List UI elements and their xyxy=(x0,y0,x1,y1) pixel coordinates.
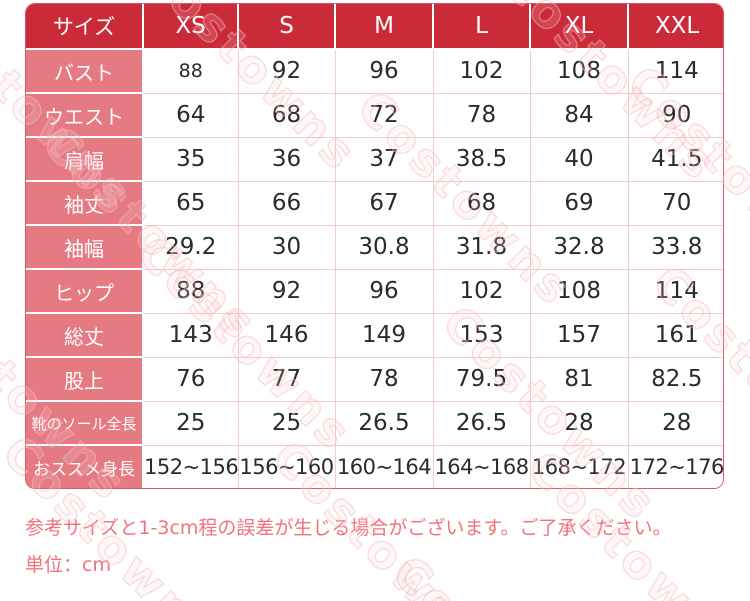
row-label: 袖幅 xyxy=(26,224,144,269)
size-value: 28 xyxy=(530,400,629,445)
table-header-row: サイズ XS S M L XL XXL xyxy=(26,4,723,50)
size-table-container: サイズ XS S M L XL XXL バスト 88 92 96 102 108 114 ウエスト 64 68… xyxy=(25,3,724,489)
size-value: 25 xyxy=(238,400,336,445)
row-label: ヒップ xyxy=(26,268,144,313)
size-value: 96 xyxy=(335,48,434,93)
size-value: 72 xyxy=(335,92,434,137)
table-row: ヒップ 88 92 96 102 108 114 xyxy=(26,268,723,313)
size-value: 29.2 xyxy=(143,224,239,269)
table-row: おススメ身長 152~156 156~160 160~164 164~168 168~17… xyxy=(26,444,723,488)
size-value: 33.8 xyxy=(628,224,723,269)
size-value: 168~172 xyxy=(530,444,629,488)
size-value: 161 xyxy=(628,312,723,357)
size-value: 79.5 xyxy=(433,356,531,401)
row-label: 袖丈 xyxy=(26,180,144,225)
size-value: 30.8 xyxy=(335,224,434,269)
table-row: ウエスト 64 68 72 78 84 90 xyxy=(26,92,723,137)
size-value: 31.8 xyxy=(433,224,531,269)
size-value: 88 xyxy=(143,268,239,313)
size-value: 41.5 xyxy=(628,136,723,181)
size-value: 88 xyxy=(143,48,239,93)
size-table: サイズ XS S M L XL XXL バスト 88 92 96 102 108 114 ウエスト 64 68… xyxy=(26,4,723,488)
size-value: 77 xyxy=(238,356,336,401)
size-value: 70 xyxy=(628,180,723,225)
size-value: 32.8 xyxy=(530,224,629,269)
size-value: 96 xyxy=(335,268,434,313)
size-value: 172~176 xyxy=(628,444,723,488)
size-value: 64 xyxy=(143,92,239,137)
note-unit: 単位：cm xyxy=(25,554,111,577)
table-row: バスト 88 92 96 102 108 114 xyxy=(26,48,723,93)
size-value: 114 xyxy=(628,268,723,313)
size-value: 26.5 xyxy=(335,400,434,445)
header-cell-xs: XS xyxy=(143,4,239,50)
table-row: 股上 76 77 78 79.5 81 82.5 xyxy=(26,356,723,401)
size-value: 35 xyxy=(143,136,239,181)
table-row: 袖丈 65 66 67 68 69 70 xyxy=(26,180,723,225)
size-value: 67 xyxy=(335,180,434,225)
header-cell-xxl: XXL xyxy=(628,4,723,50)
size-value: 146 xyxy=(238,312,336,357)
size-value: 78 xyxy=(335,356,434,401)
size-value: 68 xyxy=(238,92,336,137)
size-value: 90 xyxy=(628,92,723,137)
size-value: 92 xyxy=(238,268,336,313)
size-value: 65 xyxy=(143,180,239,225)
table-body: バスト 88 92 96 102 108 114 ウエスト 64 68 72 78 84 90 肩幅 35 36… xyxy=(26,48,723,488)
size-value: 25 xyxy=(143,400,239,445)
row-label: 肩幅 xyxy=(26,136,144,181)
size-value: 36 xyxy=(238,136,336,181)
size-value: 38.5 xyxy=(433,136,531,181)
size-value: 156~160 xyxy=(238,444,336,488)
row-label: バスト xyxy=(26,48,144,93)
table-row: 靴のソール全長 25 25 26.5 26.5 28 28 xyxy=(26,400,723,445)
size-value: 69 xyxy=(530,180,629,225)
header-cell-size-label: サイズ xyxy=(26,4,144,50)
size-value: 149 xyxy=(335,312,434,357)
row-label: 股上 xyxy=(26,356,144,401)
size-value: 114 xyxy=(628,48,723,93)
table-row: 袖幅 29.2 30 30.8 31.8 32.8 33.8 xyxy=(26,224,723,269)
size-value: 82.5 xyxy=(628,356,723,401)
size-value: 84 xyxy=(530,92,629,137)
size-value: 152~156 xyxy=(143,444,239,488)
footer-notes: 参考サイズと1-3cm程の誤差が生じる場合がございます。ご了承ください。 単位：… xyxy=(25,510,672,584)
size-value: 164~168 xyxy=(433,444,531,488)
size-value: 81 xyxy=(530,356,629,401)
size-value: 30 xyxy=(238,224,336,269)
size-value: 78 xyxy=(433,92,531,137)
size-value: 108 xyxy=(530,268,629,313)
table-row: 肩幅 35 36 37 38.5 40 41.5 xyxy=(26,136,723,181)
header-cell-l: L xyxy=(433,4,531,50)
note-tolerance: 参考サイズと1-3cm程の誤差が生じる場合がございます。ご了承ください。 xyxy=(25,517,672,539)
size-value: 66 xyxy=(238,180,336,225)
size-value: 102 xyxy=(433,48,531,93)
size-value: 28 xyxy=(628,400,723,445)
row-label: おススメ身長 xyxy=(26,444,144,488)
table-row: 総丈 143 146 149 153 157 161 xyxy=(26,312,723,357)
size-value: 68 xyxy=(433,180,531,225)
size-value: 160~164 xyxy=(335,444,434,488)
row-label: 靴のソール全長 xyxy=(26,400,144,445)
row-label: ウエスト xyxy=(26,92,144,137)
size-value: 143 xyxy=(143,312,239,357)
size-value: 76 xyxy=(143,356,239,401)
header-cell-xl: XL xyxy=(530,4,629,50)
size-value: 37 xyxy=(335,136,434,181)
header-cell-s: S xyxy=(238,4,336,50)
size-value: 153 xyxy=(433,312,531,357)
size-value: 92 xyxy=(238,48,336,93)
size-value: 108 xyxy=(530,48,629,93)
size-value: 157 xyxy=(530,312,629,357)
size-value: 102 xyxy=(433,268,531,313)
row-label: 総丈 xyxy=(26,312,144,357)
header-cell-m: M xyxy=(335,4,434,50)
size-value: 40 xyxy=(530,136,629,181)
size-value: 26.5 xyxy=(433,400,531,445)
